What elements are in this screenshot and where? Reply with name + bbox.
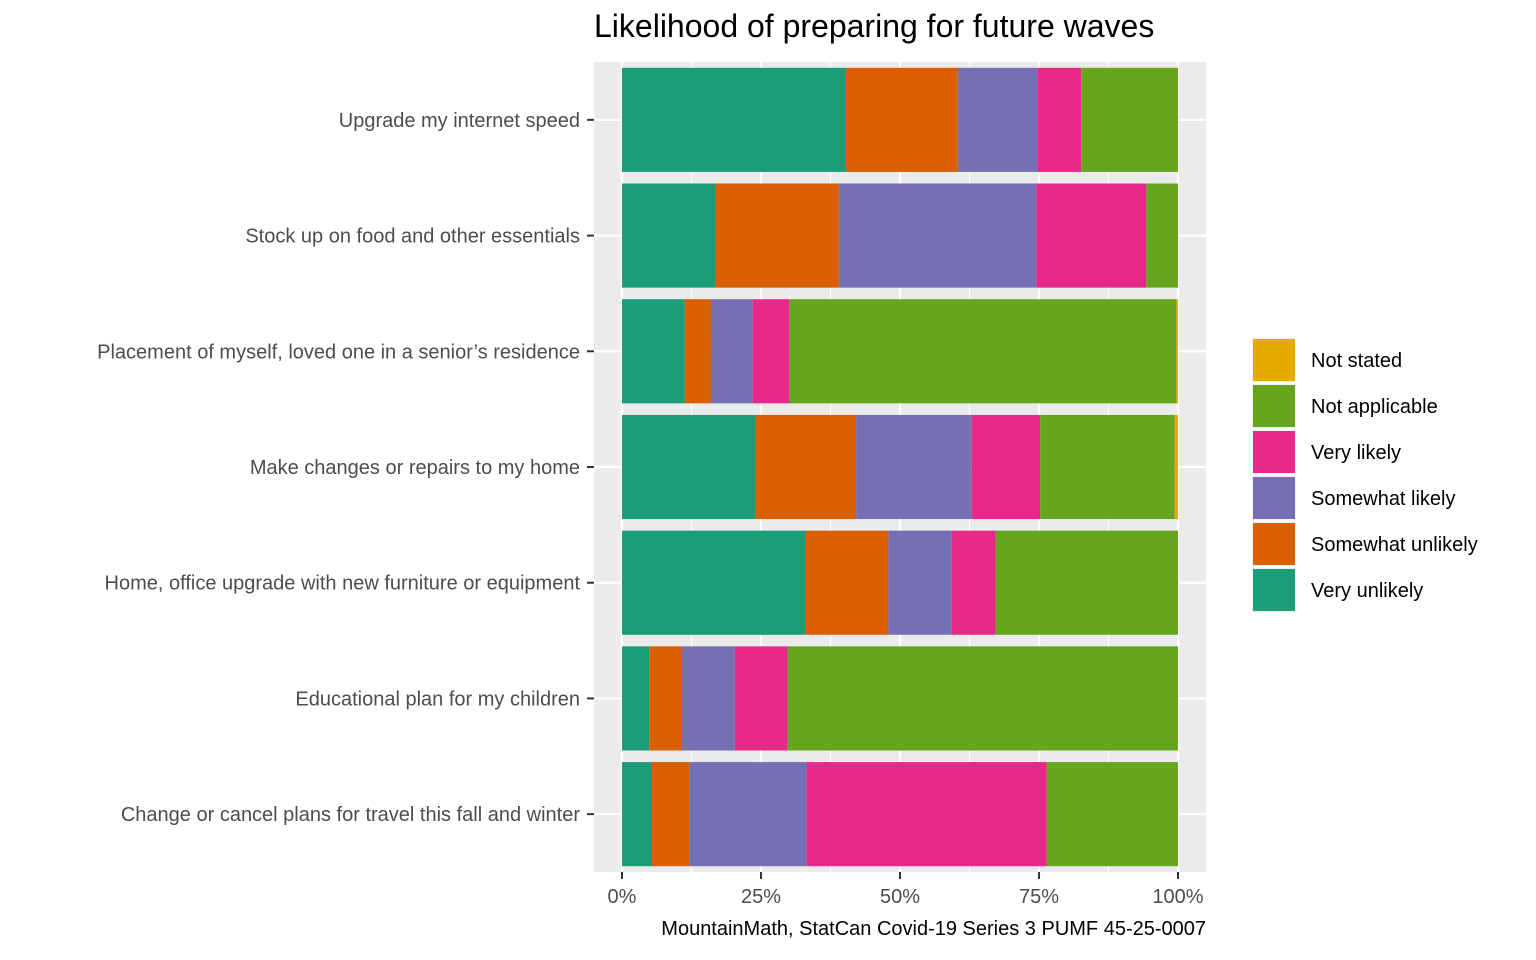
legend-key: [1253, 569, 1295, 611]
legend-label: Not applicable: [1311, 396, 1438, 418]
bar-segment: [789, 299, 1177, 404]
bar-segment: [1037, 67, 1082, 172]
bar-segment: [1081, 67, 1178, 172]
legend-key: [1253, 339, 1295, 381]
bar-segment: [682, 646, 735, 751]
bar-segment: [1040, 414, 1175, 520]
bar-segment: [622, 762, 653, 867]
bar-segment: [1176, 299, 1178, 404]
bar-segment: [951, 530, 996, 635]
bar-segment: [846, 67, 958, 172]
y-tick-label: Make changes or repairs to my home: [250, 457, 580, 479]
chart-caption: MountainMath, StatCan Covid-19 Series 3 …: [661, 918, 1206, 940]
bar-segment: [888, 530, 952, 635]
bar-segment: [622, 67, 847, 172]
bar-segment: [622, 414, 756, 520]
bar-segment: [805, 530, 889, 635]
legend-label: Very unlikely: [1311, 580, 1423, 602]
y-tick-label: Stock up on food and other essentials: [245, 226, 580, 248]
bar-segment: [838, 183, 1037, 288]
bar-segment: [806, 762, 1047, 867]
y-tick-label: Change or cancel plans for travel this f…: [121, 804, 580, 826]
bar-segment: [971, 414, 1041, 520]
legend-label: Somewhat likely: [1311, 488, 1456, 510]
legend-key: [1253, 477, 1295, 519]
bar-segment: [957, 67, 1038, 172]
legend-label: Somewhat unlikely: [1311, 534, 1478, 556]
x-tick-label: 75%: [1019, 886, 1059, 908]
bar-segment: [787, 646, 1178, 751]
legend-key: [1253, 431, 1295, 473]
bar-segment: [710, 299, 753, 404]
bar-segment: [752, 299, 790, 404]
bar-segment: [1174, 414, 1178, 520]
bar-segment: [622, 299, 685, 404]
bar-segment: [684, 299, 711, 404]
bar-segment: [622, 530, 806, 635]
bar-segment: [652, 762, 690, 867]
bar-segment: [1046, 762, 1178, 867]
chart-title: Likelihood of preparing for future waves: [594, 8, 1155, 44]
y-tick-label: Upgrade my internet speed: [339, 110, 580, 132]
bar-segment: [649, 646, 683, 751]
x-tick-label: 50%: [880, 886, 920, 908]
bar-segment: [995, 530, 1178, 635]
legend-label: Not stated: [1311, 350, 1402, 372]
x-tick-label: 0%: [608, 886, 637, 908]
bar-segment: [734, 646, 788, 751]
bar-segment: [1036, 183, 1147, 288]
y-tick-label: Educational plan for my children: [295, 688, 580, 710]
legend-key: [1253, 523, 1295, 565]
bar-segment: [689, 762, 807, 867]
x-tick-label: 100%: [1152, 886, 1203, 908]
bar-segment: [622, 646, 650, 751]
y-tick-label: Home, office upgrade with new furniture …: [105, 573, 581, 595]
bar-segment: [622, 183, 716, 288]
bar-segment: [755, 414, 857, 520]
bar-segment: [856, 414, 972, 520]
y-tick-label: Placement of myself, loved one in a seni…: [97, 341, 580, 363]
x-tick-label: 25%: [741, 886, 781, 908]
bar-segment: [1146, 183, 1178, 288]
legend-key: [1253, 385, 1295, 427]
legend-label: Very likely: [1311, 442, 1401, 464]
bar-segment: [715, 183, 839, 288]
